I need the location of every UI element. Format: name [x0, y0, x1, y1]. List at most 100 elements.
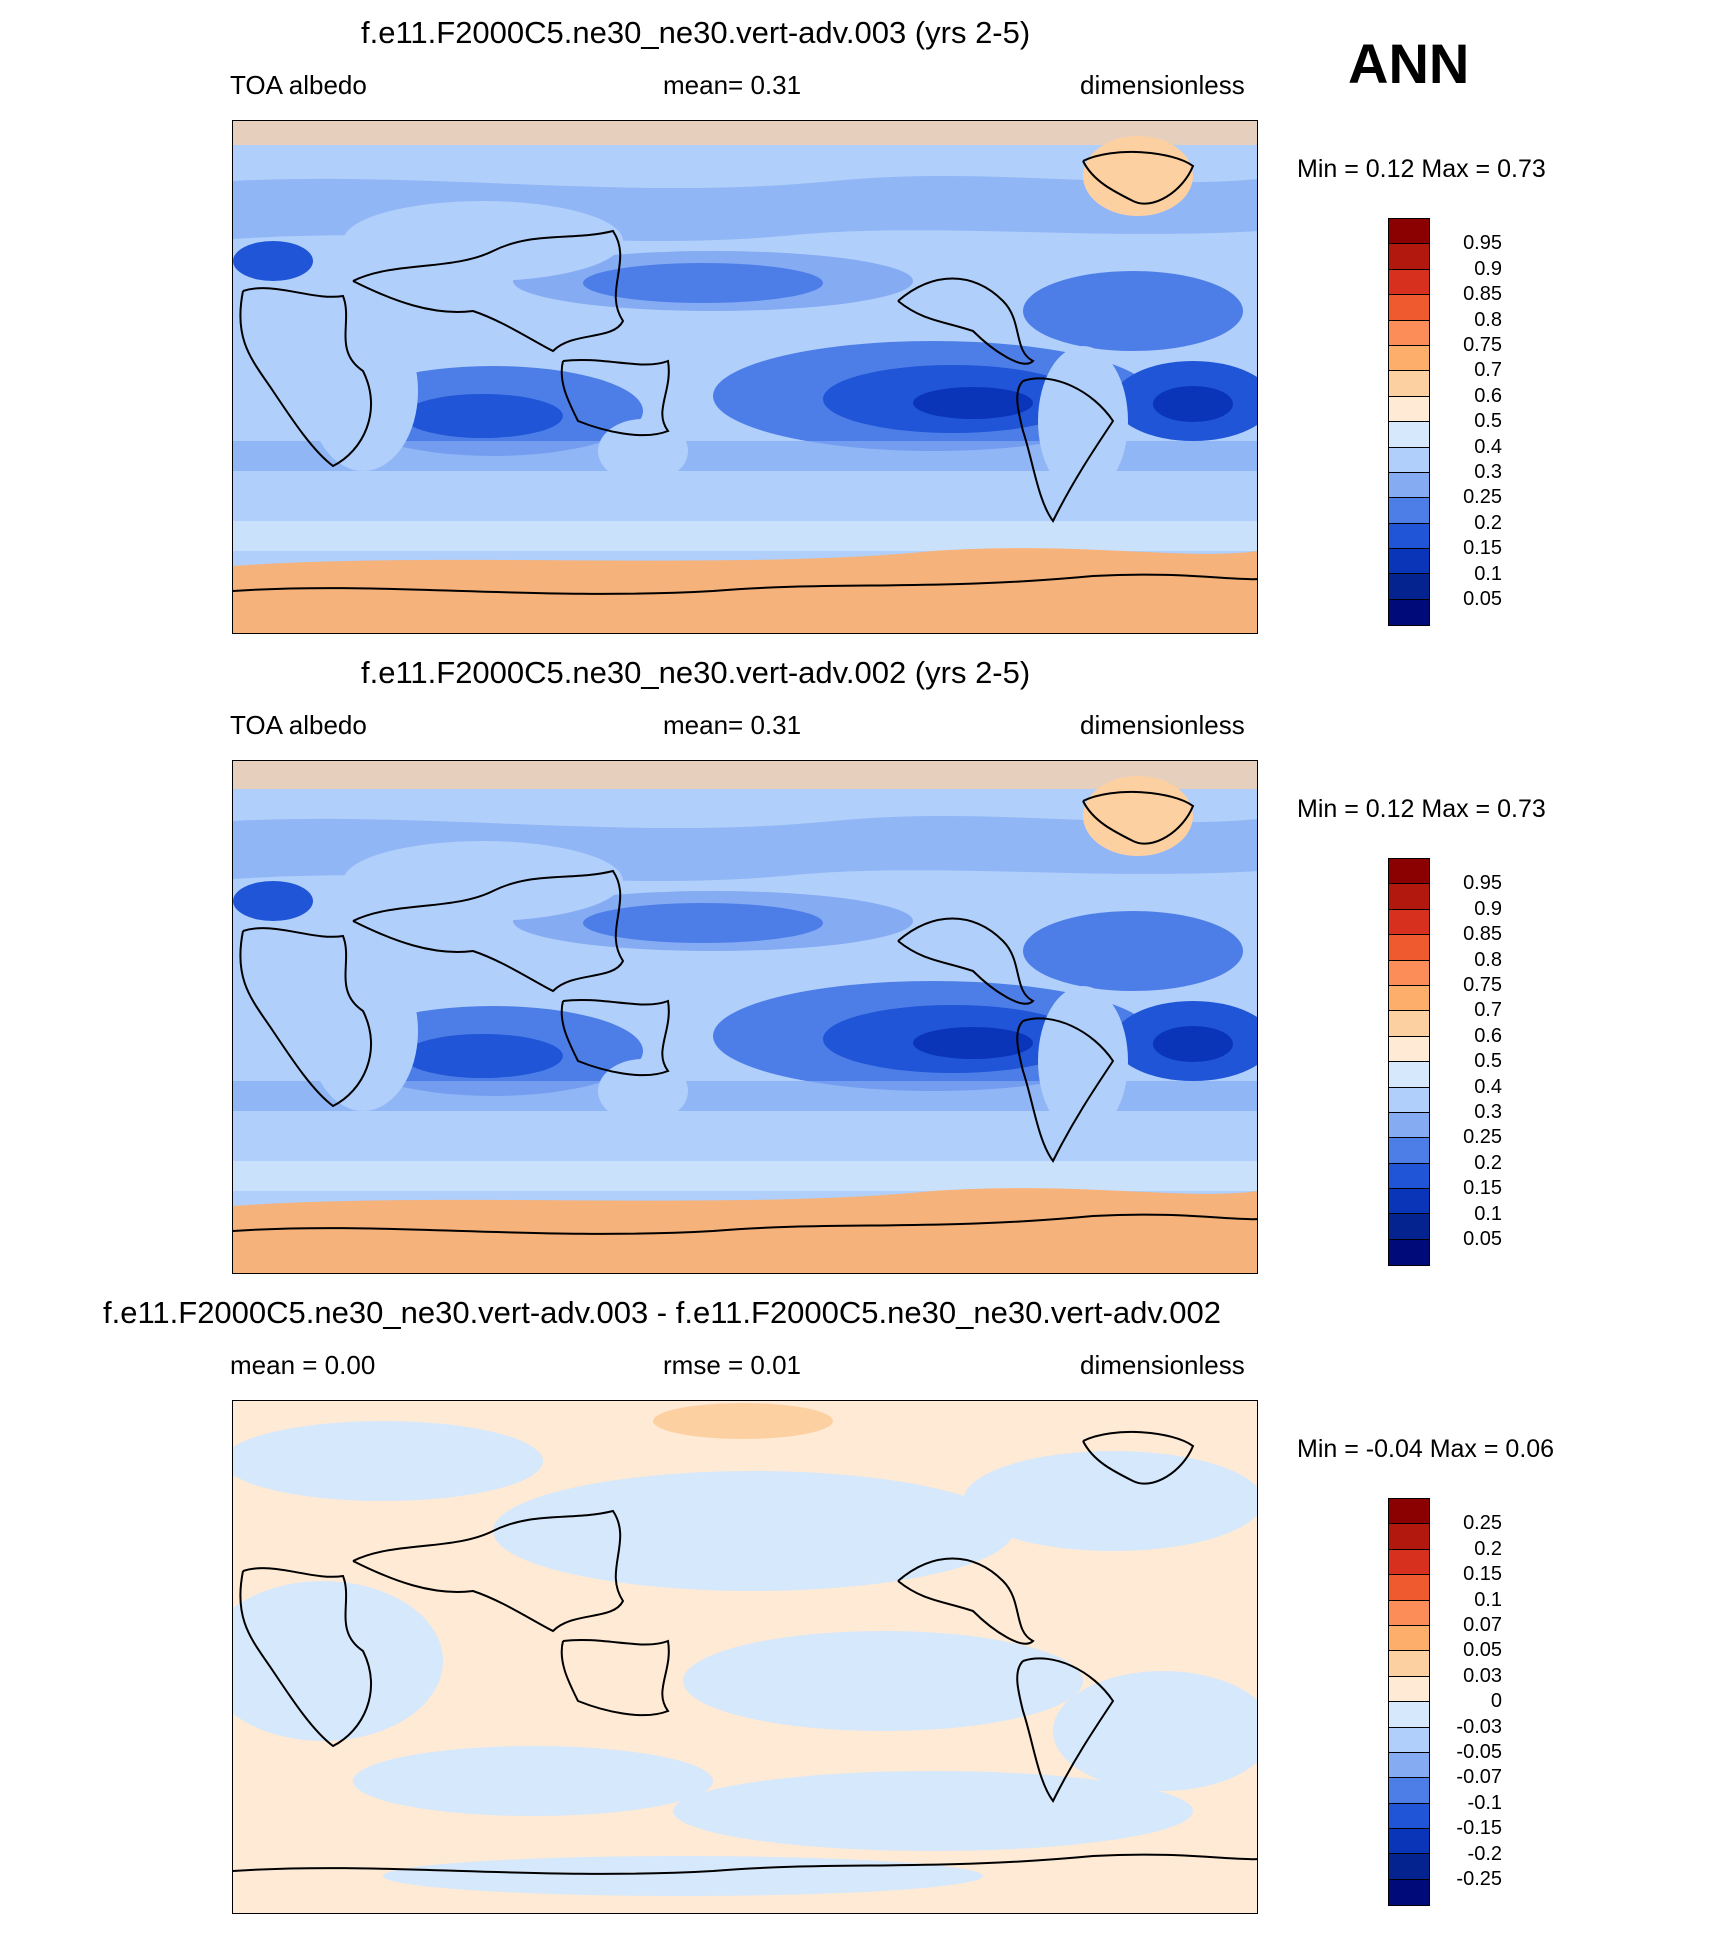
- colorbar-tick-label: 0.5: [1474, 1050, 1502, 1073]
- colorbar-tick-label: 0.9: [1474, 257, 1502, 280]
- colorbar-tick-label: 0.85: [1463, 283, 1502, 306]
- panel2-colorbar: [1388, 858, 1430, 1267]
- colorbar-swatch: [1389, 1625, 1429, 1652]
- colorbar-swatch: [1389, 1214, 1429, 1240]
- colorbar-swatch: [1389, 985, 1429, 1012]
- panel3-rmse-label: rmse = 0.01: [663, 1350, 802, 1380]
- colorbar-tick-label: 0.95: [1463, 232, 1502, 255]
- colorbar-tick-label: 0.95: [1463, 872, 1502, 895]
- colorbar-swatch: [1389, 1138, 1429, 1164]
- colorbar-tick-label: 0.03: [1463, 1664, 1502, 1687]
- panel1-albedo-field: [233, 121, 1257, 633]
- panel2-albedo-field: [233, 761, 1257, 1273]
- colorbar-swatch: [1389, 1087, 1429, 1113]
- panel1-minmax: Min = 0.12 Max = 0.73: [1297, 155, 1546, 183]
- panel1-variable-label: TOA albedo: [230, 70, 367, 100]
- colorbar-tick-label: -0.25: [1456, 1868, 1502, 1890]
- colorbar-tick-label: -0.15: [1456, 1817, 1502, 1840]
- colorbar-tick-label: 0.5: [1474, 410, 1502, 433]
- panel2-variable-label: TOA albedo: [230, 710, 367, 740]
- colorbar-tick-label: -0.03: [1456, 1715, 1502, 1738]
- colorbar-swatch: [1389, 859, 1429, 885]
- colorbar-tick-label: 0.2: [1474, 511, 1502, 534]
- colorbar-swatch: [1389, 599, 1429, 626]
- colorbar-tick-label: 0.2: [1474, 1537, 1502, 1560]
- colorbar-tick-label: 0.05: [1463, 588, 1502, 610]
- panel2-units-label: dimensionless: [1080, 710, 1245, 740]
- panel1-mean-label: mean= 0.31: [663, 70, 802, 100]
- colorbar-swatch: [1389, 1036, 1429, 1063]
- colorbar-tick-label: 0.4: [1474, 435, 1502, 458]
- colorbar-swatch: [1389, 549, 1429, 575]
- colorbar-tick-label: 0: [1490, 1690, 1502, 1713]
- panel3-mean-label: mean = 0.00: [230, 1350, 376, 1380]
- panel3-units-label: dimensionless: [1080, 1350, 1245, 1380]
- panel1-title: f.e11.F2000C5.ne30_ne30.vert-adv.003 (yr…: [361, 15, 1031, 50]
- colorbar-swatch: [1389, 935, 1429, 961]
- colorbar-swatch: [1389, 1499, 1429, 1525]
- colorbar-swatch: [1389, 1676, 1429, 1703]
- colorbar-swatch: [1389, 1829, 1429, 1855]
- colorbar-swatch: [1389, 244, 1429, 270]
- colorbar-tick-label: 0.7: [1474, 359, 1502, 382]
- colorbar-swatch: [1389, 447, 1429, 473]
- colorbar-tick-label: 0.6: [1474, 1024, 1502, 1047]
- colorbar-swatch: [1389, 295, 1429, 321]
- panel1-units-label: dimensionless: [1080, 70, 1245, 100]
- colorbar-swatch: [1389, 960, 1429, 986]
- panel2-mean-label: mean= 0.31: [663, 710, 802, 740]
- colorbar-swatch: [1389, 1524, 1429, 1550]
- colorbar-tick-label: 0.8: [1474, 308, 1502, 331]
- colorbar-tick-label: 0.3: [1474, 461, 1502, 483]
- colorbar-tick-label: 0.25: [1463, 1512, 1502, 1535]
- colorbar-tick-label: 0.1: [1474, 1588, 1502, 1611]
- season-label: ANN: [1348, 32, 1470, 95]
- colorbar-swatch: [1389, 1651, 1429, 1677]
- colorbar-tick-label: 0.75: [1463, 974, 1502, 996]
- colorbar-tick-label: -0.2: [1467, 1842, 1502, 1865]
- colorbar-tick-label: 0.15: [1463, 537, 1502, 560]
- colorbar-swatch: [1389, 219, 1429, 245]
- colorbar-swatch: [1389, 345, 1429, 372]
- colorbar-swatch: [1389, 884, 1429, 910]
- panel3-title: f.e11.F2000C5.ne30_ne30.vert-adv.003 - f…: [103, 1295, 1221, 1330]
- colorbar-tick-label: 0.9: [1474, 897, 1502, 920]
- colorbar-swatch: [1389, 909, 1429, 936]
- panel1-map: [232, 120, 1258, 634]
- colorbar-tick-label: 0.25: [1463, 1126, 1502, 1149]
- colorbar-swatch: [1389, 1011, 1429, 1037]
- colorbar-swatch: [1389, 1239, 1429, 1266]
- colorbar-swatch: [1389, 1778, 1429, 1804]
- colorbar-tick-label: 0.05: [1463, 1228, 1502, 1250]
- colorbar-tick-label: 0.6: [1474, 384, 1502, 407]
- colorbar-tick-label: 0.75: [1463, 334, 1502, 356]
- colorbar-swatch: [1389, 1752, 1429, 1779]
- colorbar-swatch: [1389, 1112, 1429, 1139]
- panel3-difference-field: [233, 1401, 1257, 1913]
- colorbar-tick-label: 0.3: [1474, 1101, 1502, 1123]
- colorbar-tick-label: 0.15: [1463, 1177, 1502, 1200]
- colorbar-tick-label: 0.85: [1463, 923, 1502, 946]
- colorbar-swatch: [1389, 472, 1429, 499]
- panel3-minmax: Min = -0.04 Max = 0.06: [1297, 1435, 1555, 1463]
- colorbar-swatch: [1389, 269, 1429, 296]
- colorbar-swatch: [1389, 574, 1429, 600]
- panel1-colorbar: [1388, 218, 1430, 627]
- colorbar-swatch: [1389, 1163, 1429, 1190]
- colorbar-swatch: [1389, 1854, 1429, 1880]
- panel2-map: [232, 760, 1258, 1274]
- panel3-map: [232, 1400, 1258, 1914]
- colorbar-swatch: [1389, 1600, 1429, 1626]
- colorbar-tick-label: -0.07: [1456, 1766, 1502, 1789]
- colorbar-swatch: [1389, 1879, 1429, 1906]
- colorbar-tick-label: 0.7: [1474, 999, 1502, 1022]
- colorbar-swatch: [1389, 422, 1429, 448]
- colorbar-tick-label: 0.8: [1474, 948, 1502, 971]
- panel2-minmax: Min = 0.12 Max = 0.73: [1297, 795, 1546, 823]
- colorbar-swatch: [1389, 1575, 1429, 1601]
- colorbar-tick-label: -0.05: [1456, 1741, 1502, 1763]
- colorbar-swatch: [1389, 523, 1429, 550]
- colorbar-swatch: [1389, 1702, 1429, 1728]
- colorbar-swatch: [1389, 1062, 1429, 1088]
- colorbar-swatch: [1389, 320, 1429, 346]
